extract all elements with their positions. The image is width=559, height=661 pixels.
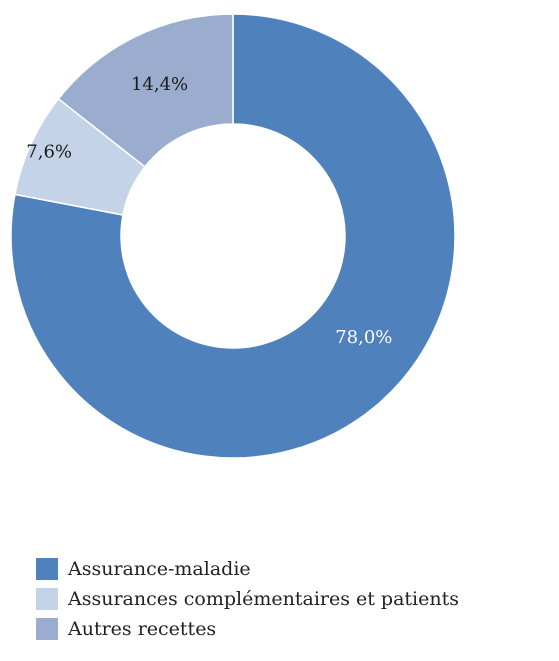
- slice-autres-recettes: [57, 13, 234, 168]
- legend: Assurance-maladie Assurances complémenta…: [36, 558, 459, 640]
- donut-svg: 78,0% 7,6% 14,4%: [10, 13, 456, 459]
- slice-label-autres-recettes: 14,4%: [131, 74, 188, 95]
- legend-swatch: [36, 588, 58, 610]
- slice-assurance-maladie: [10, 13, 456, 459]
- legend-label: Assurances complémentaires et patients: [68, 588, 460, 610]
- legend-item-autres-recettes: Autres recettes: [36, 618, 459, 640]
- legend-swatch: [36, 618, 58, 640]
- legend-item-assurances-complementaires: Assurances complémentaires et patients: [36, 588, 459, 610]
- slice-label-assurances-complementaires: 7,6%: [26, 141, 72, 162]
- legend-swatch: [36, 558, 58, 580]
- legend-label: Autres recettes: [68, 618, 217, 640]
- slice-label-assurance-maladie: 78,0%: [335, 327, 392, 348]
- legend-item-assurance-maladie: Assurance-maladie: [36, 558, 459, 580]
- legend-label: Assurance-maladie: [68, 558, 251, 580]
